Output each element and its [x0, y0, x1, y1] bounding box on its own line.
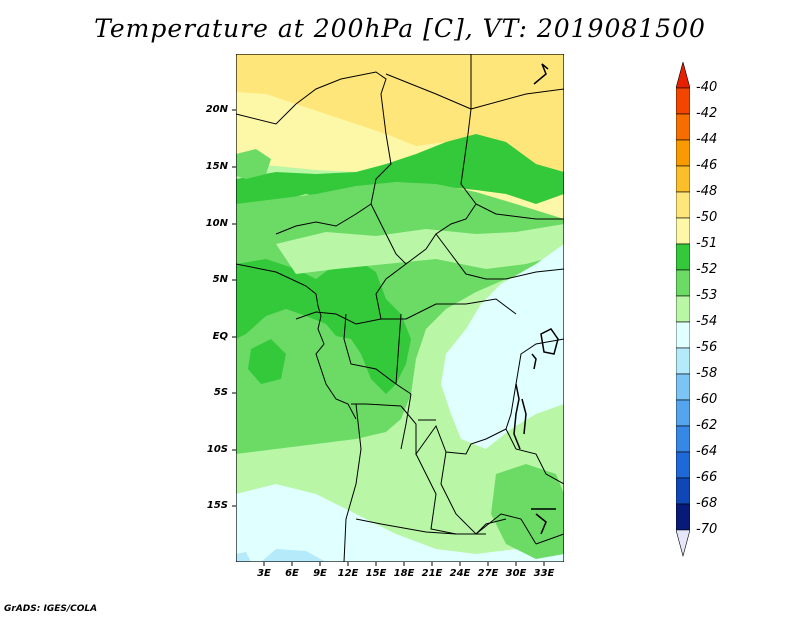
- colorbar-label: -46: [696, 158, 718, 173]
- colorbar-segment: [676, 243, 690, 271]
- colorbar-label: -40: [696, 80, 718, 95]
- lat-label-20n: 20N: [205, 104, 228, 115]
- lon-label-30e: 30E: [505, 568, 527, 579]
- colorbar-segment: [676, 399, 690, 427]
- colorbar-segment: [676, 113, 690, 141]
- lat-label-eq: EQ: [212, 331, 228, 342]
- lon-label-24e: 24E: [449, 568, 471, 579]
- colorbar-label: -70: [696, 522, 718, 537]
- lon-label-18e: 18E: [393, 568, 415, 579]
- colorbar-segment: [676, 321, 690, 349]
- lat-label-15s: 15S: [206, 500, 228, 511]
- colorbar: [676, 62, 690, 558]
- axis-ticks: [232, 109, 545, 566]
- lat-label-5s: 5S: [213, 387, 228, 398]
- colorbar-label: -42: [696, 106, 718, 121]
- lon-label-6e: 6E: [285, 568, 299, 579]
- lon-label-12e: 12E: [337, 568, 359, 579]
- lat-label-5n: 5N: [212, 274, 228, 285]
- colorbar-segment: [676, 269, 690, 297]
- lon-label-3e: 3E: [257, 568, 271, 579]
- colorbar-segment: [676, 139, 690, 167]
- lakes: [513, 63, 559, 535]
- colorbar-label: -53: [696, 288, 718, 303]
- colorbar-top-triangle: [676, 62, 690, 89]
- colorbar-segment: [676, 477, 690, 505]
- colorbar-label: -56: [696, 340, 718, 355]
- colorbar-label: -62: [696, 418, 718, 433]
- colorbar-label: -50: [696, 210, 718, 225]
- colorbar-label: -52: [696, 262, 718, 277]
- footer-credit: GrADS: IGES/COLA: [4, 604, 98, 614]
- lon-label-27e: 27E: [477, 568, 499, 579]
- colorbar-label: -44: [696, 132, 718, 147]
- lon-label-15e: 15E: [365, 568, 387, 579]
- colorbar-segment: [676, 295, 690, 323]
- coastline: [236, 263, 357, 420]
- colorbar-segment: [676, 373, 690, 401]
- colorbar-label: -51: [696, 236, 718, 251]
- colorbar-segment: [676, 451, 690, 479]
- colorbar-label: -68: [696, 496, 718, 511]
- colorbar-label: -48: [696, 184, 718, 199]
- lon-label-21e: 21E: [421, 568, 443, 579]
- colorbar-label: -58: [696, 366, 718, 381]
- colorbar-segment: [676, 347, 690, 375]
- lat-label-15n: 15N: [205, 161, 228, 172]
- colorbar-segment: [676, 191, 690, 219]
- temperature-map: [236, 54, 564, 562]
- lon-label-33e: 33E: [533, 568, 555, 579]
- colorbar-label: -64: [696, 444, 718, 459]
- colorbar-segment: [676, 87, 690, 115]
- colorbar-bottom-triangle: [676, 529, 690, 558]
- lon-label-9e: 9E: [313, 568, 327, 579]
- lat-label-10s: 10S: [206, 444, 228, 455]
- chart-title: Temperature at 200hPa [C], VT: 201908150…: [94, 14, 706, 43]
- colorbar-segment: [676, 503, 690, 531]
- colorbar-segment: [676, 217, 690, 245]
- colorbar-segment: [676, 165, 690, 193]
- colorbar-label: -60: [696, 392, 718, 407]
- country-borders: [236, 54, 564, 562]
- colorbar-segment: [676, 425, 690, 453]
- lat-label-10n: 10N: [205, 218, 228, 229]
- temperature-fields: [236, 54, 564, 562]
- colorbar-label: -66: [696, 470, 718, 485]
- colorbar-label: -54: [696, 314, 718, 329]
